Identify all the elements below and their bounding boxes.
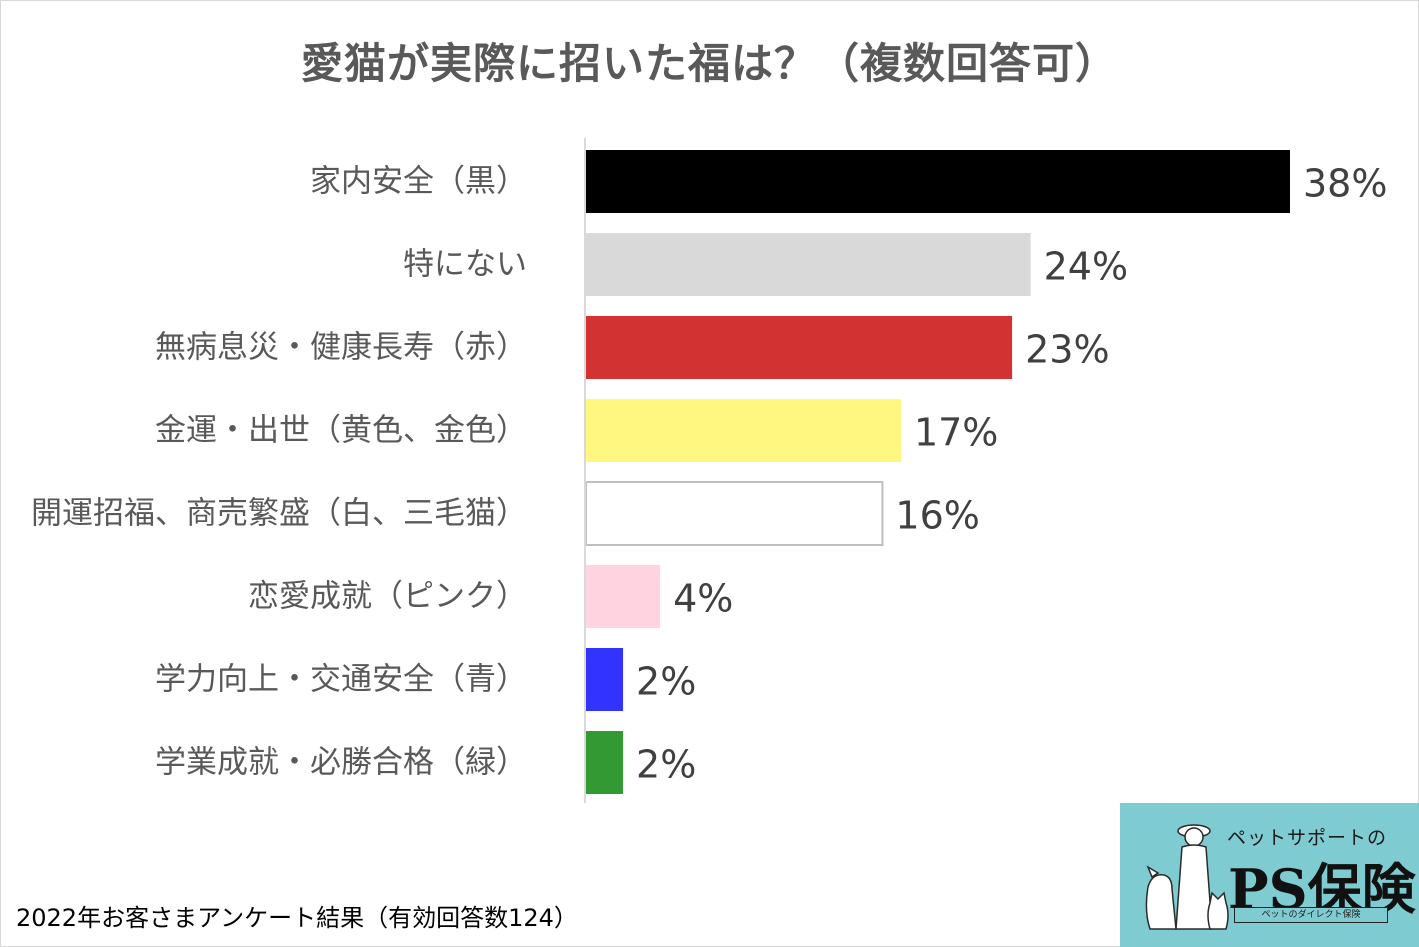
value-label-1: 24%	[1044, 245, 1128, 289]
logo-tagline: ペットサポートの	[1227, 827, 1388, 849]
bar-2	[586, 316, 1013, 379]
category-label-1: 特にない	[403, 247, 527, 283]
survey-footnote: 2022年お客さまアンケート結果（有効回答数124）	[16, 904, 578, 932]
category-label-3: 金運・出世（黄色、金色）	[155, 413, 527, 449]
category-label-2: 無病息災・健康長寿（赤）	[155, 330, 527, 366]
value-label-4: 16%	[895, 494, 979, 538]
bar-3	[586, 399, 901, 462]
category-label-4: 開運招福、商売繁盛（白、三毛猫）	[31, 496, 527, 532]
bar-1	[586, 233, 1031, 296]
value-label-3: 17%	[914, 411, 998, 455]
bars-group: 家内安全（黒） 38% 特にない 24% 無病息災・健康長寿（赤） 23% 金運・出世（黄色…	[31, 150, 1387, 794]
value-label-0: 38%	[1303, 162, 1387, 206]
cat-dog-silhouette-icon	[1145, 824, 1229, 930]
category-label-7: 学業成就・必勝合格（緑）	[155, 745, 527, 781]
value-label-5: 4%	[673, 577, 733, 621]
bar-6	[586, 648, 624, 711]
chart-title: 愛猫が実際に招いた福は？（複数回答可）	[300, 39, 1118, 88]
category-label-0: 家内安全（黒）	[310, 164, 527, 200]
value-label-2: 23%	[1025, 328, 1109, 372]
category-label-6: 学力向上・交通安全（青）	[155, 662, 527, 698]
ps-insurance-logo: ペットサポートの PS保険 ペットのダイレクト保険	[1120, 803, 1419, 947]
logo-subline: ペットのダイレクト保険	[1234, 907, 1388, 923]
bar-4	[585, 481, 884, 546]
value-label-7: 2%	[636, 743, 696, 787]
bar-5	[586, 565, 661, 628]
bar-0	[586, 150, 1290, 213]
bar-7	[586, 731, 624, 794]
value-label-6: 2%	[636, 660, 696, 704]
category-label-5: 恋愛成就（ピンク）	[248, 579, 527, 615]
